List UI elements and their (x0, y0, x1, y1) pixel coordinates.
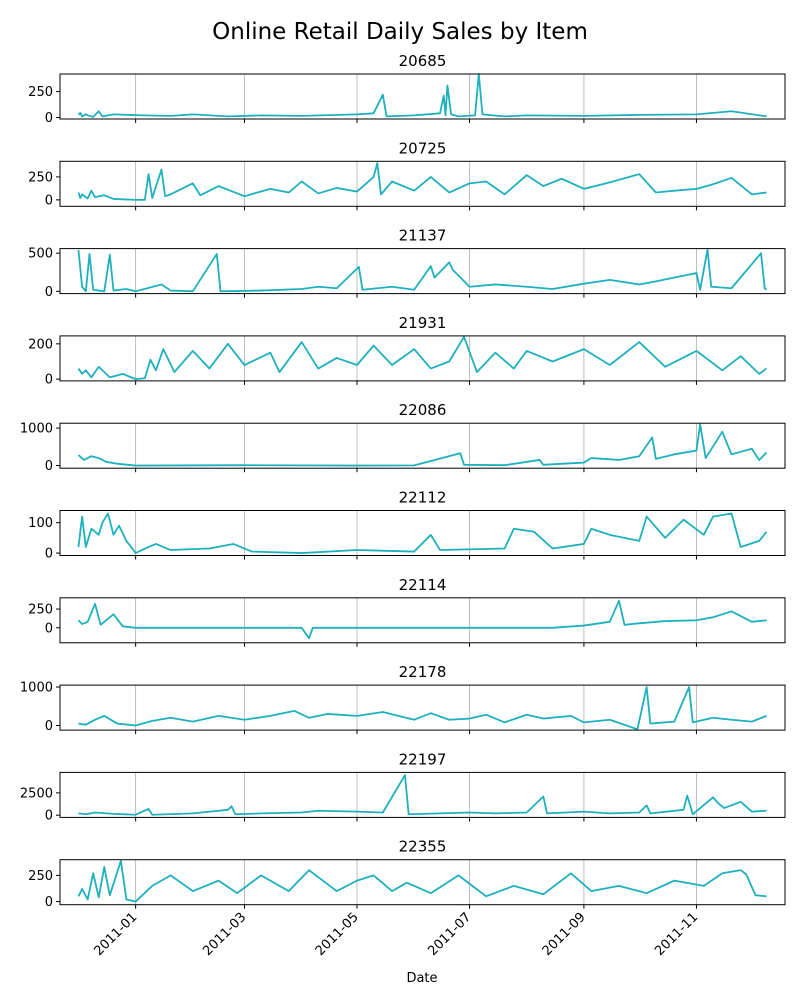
panel-title: 21931 (399, 314, 447, 332)
series-line-21137 (77, 248, 768, 293)
panel-title: 22114 (399, 576, 447, 594)
panel-title: 22112 (399, 489, 447, 507)
y-tick-label: 0 (45, 111, 53, 126)
y-tick-label: 0 (45, 459, 53, 474)
series-line-22197 (78, 774, 767, 816)
y-tick-label: 0 (45, 285, 53, 300)
series-line-20685 (77, 73, 767, 118)
y-tick-label: 0 (45, 373, 53, 388)
panel-22178: 22178 0 1000 (20, 663, 786, 735)
panel-title: 22086 (399, 401, 447, 419)
panel-21137: 21137 0 500 (28, 227, 786, 300)
y-tick-label: 250 (28, 85, 53, 100)
series-line-22086 (77, 423, 768, 467)
panel-title: 22178 (399, 663, 447, 681)
series-line-20725 (77, 162, 767, 201)
series-line-22114 (77, 599, 767, 640)
y-tick-label: 2500 (20, 786, 53, 801)
panel-frame (59, 597, 786, 644)
panel-frame (59, 248, 786, 295)
panel-22355: 22355 0 250 (28, 838, 786, 910)
panel-title: 22355 (399, 838, 447, 856)
y-tick-label: 0 (45, 621, 53, 636)
panel-frame (59, 684, 786, 731)
y-tick-label: 0 (45, 547, 53, 562)
panel-title: 21137 (399, 227, 447, 245)
y-tick-label: 250 (28, 170, 53, 185)
panel-frame (59, 73, 786, 120)
y-tick-label: 0 (45, 809, 53, 824)
y-tick-label: 1000 (20, 681, 53, 696)
y-tick-label: 250 (28, 869, 53, 884)
panel-frame (59, 771, 786, 818)
y-tick-label: 0 (45, 895, 53, 910)
panel-title: 20725 (399, 139, 447, 157)
y-tick-label: 100 (28, 516, 53, 531)
panel-20725: 20725 0 250 (28, 139, 786, 211)
series-line-21931 (77, 335, 768, 381)
panel-frame (59, 160, 786, 207)
panel-22197: 22197 0 2500 (20, 750, 786, 824)
series-line-22178 (78, 686, 767, 731)
panel-title: 20685 (399, 52, 447, 70)
series-line-22112 (77, 512, 768, 554)
panel-frame (59, 859, 786, 906)
panel-frame (59, 335, 786, 382)
panel-21931: 21931 0 200 (28, 314, 786, 388)
y-tick-label: 250 (28, 603, 53, 618)
panels: 20685 0 250 20725 0 250 21137 0 500 21931 0 200 2208… (20, 52, 786, 910)
figure-title: Online Retail Daily Sales by Item (212, 19, 588, 45)
panel-20685: 20685 0 250 (28, 52, 786, 126)
y-tick-label: 1000 (20, 422, 53, 437)
series-line-22355 (77, 859, 767, 903)
panel-frame (59, 422, 786, 469)
y-tick-label: 500 (28, 247, 53, 262)
panel-22114: 22114 0 250 (28, 576, 786, 647)
y-tick-label: 0 (45, 193, 53, 208)
panel-title: 22197 (399, 750, 447, 768)
y-tick-label: 0 (45, 719, 53, 734)
panel-22112: 22112 0 100 (28, 489, 786, 562)
y-tick-label: 200 (28, 337, 53, 352)
x-axis-label: Date (406, 971, 437, 986)
panel-22086: 22086 0 1000 (20, 401, 786, 474)
panel-frame (59, 510, 786, 556)
